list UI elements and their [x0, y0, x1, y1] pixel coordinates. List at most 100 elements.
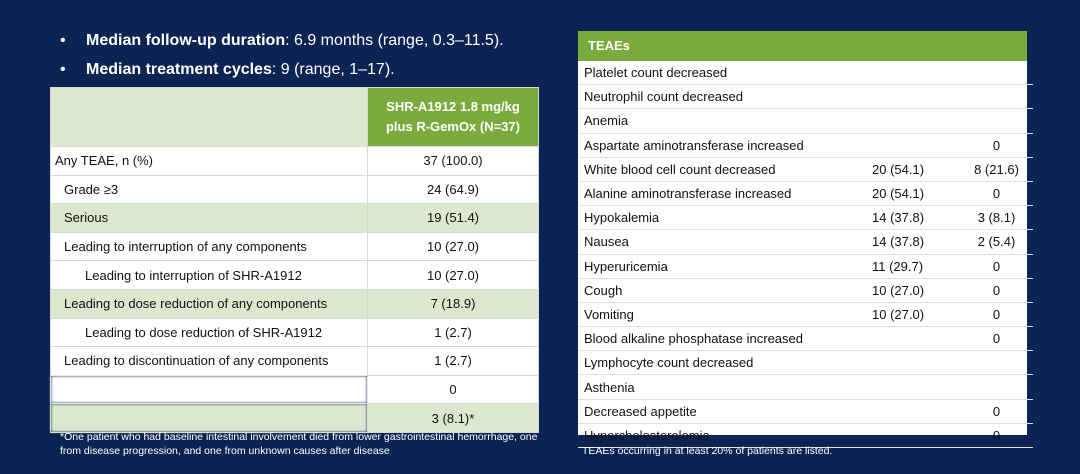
row-value: 10 (27.0) — [367, 231, 539, 262]
row-value-grade3: 8 (21.6) — [960, 157, 1033, 182]
row-label: Leading to discontinuation of any compon… — [50, 346, 368, 376]
table-row: Anemia — [578, 108, 1033, 134]
row-value-all-grades — [866, 374, 960, 400]
row-value-grade3: 2 (5.4) — [960, 229, 1033, 255]
bullet-text: : 9 (range, 1–17). — [271, 61, 395, 78]
row-value-all-grades: 20 (54.1) — [866, 181, 960, 207]
table-row: Vomiting 10 (27.0) 0 — [578, 302, 1033, 328]
row-value-all-grades: 20 (54.1) — [866, 157, 960, 182]
row-value: 10 (27.0) — [367, 260, 539, 290]
table-row: Leading to discontinuation of any compon… — [50, 346, 539, 376]
row-label: Any TEAE, n (%) — [50, 146, 368, 176]
row-label: White blood cell count decreased — [578, 157, 866, 182]
row-value-all-grades: 14 (37.8) — [866, 229, 960, 255]
row-value-grade3: 0 — [960, 254, 1033, 279]
row-value-grade3 — [960, 350, 1033, 376]
row-label: Hypokalemia — [578, 205, 866, 231]
bullet-list: • Median follow-up duration: 6.9 months (… — [60, 26, 504, 84]
row-value-grade3: 0 — [960, 423, 1033, 449]
table-row: Decreased appetite 0 — [578, 399, 1033, 424]
row-label: Alanine aminotransferase increased — [578, 181, 866, 207]
row-value-all-grades: 11 (29.7) — [866, 254, 960, 279]
row-label: Cough — [578, 278, 866, 303]
bullet-dot: • — [60, 61, 66, 78]
table-row: 0 — [50, 374, 539, 405]
table-row: Cough 10 (27.0) 0 — [578, 278, 1033, 303]
row-label: Leading to dose reduction of any compone… — [50, 288, 368, 319]
row-label: Platelet count decreased — [578, 61, 866, 86]
table-row: 3 (8.1)* — [50, 403, 539, 433]
row-label: Hyperuricemia — [578, 254, 866, 279]
row-label: Aspartate aminotransferase increased — [578, 133, 866, 158]
table-row: Hyperuricemia 11 (29.7) 0 — [578, 254, 1033, 279]
row-value: 19 (51.4) — [367, 203, 539, 233]
row-value: 0 — [367, 374, 539, 405]
table-row: Aspartate aminotransferase increased 0 — [578, 133, 1033, 158]
row-label-obscured — [50, 403, 368, 433]
row-value-all-grades — [866, 326, 960, 352]
row-value-grade3: 0 — [960, 133, 1033, 158]
row-value: 3 (8.1)* — [367, 403, 539, 433]
header-treatment-cell: SHR-A1912 1.8 mg/kg plus R-GemOx (N=37) — [367, 87, 539, 147]
teae-detail-table: Platelet count decreased Neutrophil count… — [578, 61, 1033, 449]
row-label: Hypercholesterolemia — [578, 423, 866, 449]
row-value-grade3: 3 (8.1) — [960, 205, 1033, 231]
row-label: Lymphocyte count decreased — [578, 350, 866, 376]
row-value-grade3 — [960, 374, 1033, 400]
table-row: Nausea 14 (37.8) 2 (5.4) — [578, 229, 1033, 255]
table-row: Leading to interruption of SHR-A1912 10 … — [50, 260, 539, 290]
table-header-row: SHR-A1912 1.8 mg/kg plus R-GemOx (N=37) — [50, 87, 539, 147]
bullet-dot: • — [60, 32, 66, 49]
row-label: Asthenia — [578, 374, 866, 400]
row-label: Leading to interruption of any component… — [50, 231, 368, 262]
table-row: Hypokalemia 14 (37.8) 3 (8.1) — [578, 205, 1033, 231]
row-label: Anemia — [578, 108, 866, 134]
teae-detail-panel: TEAEs Platelet count decreased Neutrophil… — [578, 31, 1033, 449]
bullet-item: • Median follow-up duration: 6.9 months (… — [60, 26, 504, 55]
table-row: Asthenia — [578, 374, 1033, 400]
row-label-obscured — [50, 374, 368, 405]
bullet-text: : 6.9 months (range, 0.3–11.5). — [285, 32, 504, 49]
row-label: Vomiting — [578, 302, 866, 328]
table-row: Grade ≥3 24 (64.9) — [50, 174, 539, 205]
table-row: White blood cell count decreased 20 (54.1… — [578, 157, 1033, 182]
row-value-all-grades — [866, 399, 960, 424]
bullet-label: Median treatment cycles — [86, 61, 272, 78]
row-label: Serious — [50, 203, 368, 233]
row-value: 1 (2.7) — [367, 317, 539, 348]
row-value-all-grades — [866, 84, 960, 110]
header-line2: plus R-GemOx (N=37) — [385, 119, 520, 134]
table-row: Platelet count decreased — [578, 61, 1033, 86]
table-row: Leading to interruption of any component… — [50, 231, 539, 262]
row-value-all-grades: 10 (27.0) — [866, 278, 960, 303]
table-row: Hypercholesterolemia 0 — [578, 423, 1033, 449]
row-value: 24 (64.9) — [367, 174, 539, 205]
bullet-item: • Median treatment cycles: 9 (range, 1–17… — [60, 55, 504, 84]
table-row: Leading to dose reduction of any compone… — [50, 288, 539, 319]
row-value: 37 (100.0) — [367, 146, 539, 176]
table-row: Any TEAE, n (%) 37 (100.0) — [50, 146, 539, 176]
row-label: Blood alkaline phosphatase increased — [578, 326, 866, 352]
row-value-all-grades — [866, 108, 960, 134]
row-value-grade3: 0 — [960, 326, 1033, 352]
header-empty-cell — [50, 87, 368, 147]
table-row: Leading to dose reduction of SHR-A1912 1… — [50, 317, 539, 348]
table-row: Serious 19 (51.4) — [50, 203, 539, 233]
row-label: Leading to interruption of SHR-A1912 — [50, 260, 368, 290]
row-value-all-grades — [866, 133, 960, 158]
table-row: Neutrophil count decreased — [578, 84, 1033, 110]
row-value-grade3: 0 — [960, 302, 1033, 328]
table-row: Lymphocyte count decreased — [578, 350, 1033, 376]
row-value-grade3: 0 — [960, 181, 1033, 207]
row-label: Leading to dose reduction of SHR-A1912 — [50, 317, 368, 348]
row-value-all-grades: 10 (27.0) — [866, 302, 960, 328]
row-value-grade3 — [960, 84, 1033, 110]
row-value: 7 (18.9) — [367, 288, 539, 319]
row-value-grade3 — [960, 61, 1033, 86]
bullet-label: Median follow-up duration — [86, 32, 286, 49]
row-value-grade3: 0 — [960, 399, 1033, 424]
row-value-all-grades — [866, 61, 960, 86]
left-footnote: *One patient who had baseline intestinal… — [60, 431, 538, 457]
header-line1: SHR-A1912 1.8 mg/kg — [386, 99, 520, 114]
table-row: Alanine aminotransferase increased 20 (54… — [578, 181, 1033, 207]
